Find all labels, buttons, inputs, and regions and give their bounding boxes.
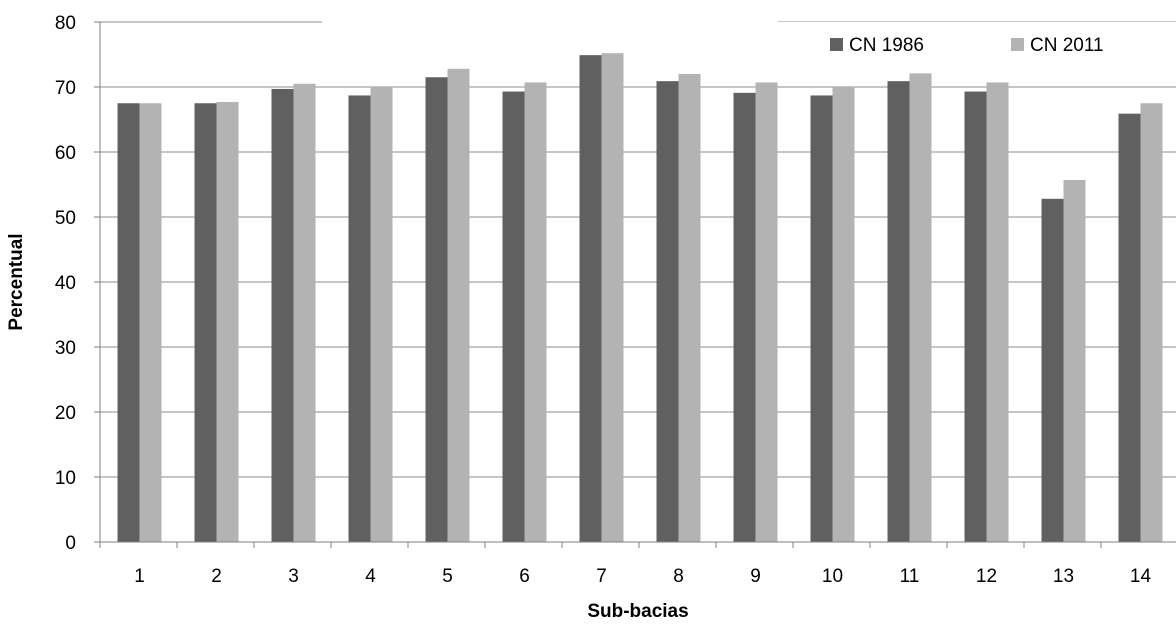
- x-tick-label: 2: [211, 566, 222, 587]
- bar-cn-2011-2: [216, 101, 239, 542]
- legend-label-cn-2011: CN 2011: [1030, 35, 1104, 56]
- y-tick-label: 50: [55, 208, 76, 229]
- x-tick-labels: 1 2 3 4 5 6 7 8 9 10 11 12 13 14: [134, 566, 1151, 587]
- legend-box-bg: [778, 22, 1176, 70]
- legend-label-cn-1986: CN 1986: [849, 35, 924, 56]
- bar-cn-2011-9: [755, 82, 778, 542]
- bar-cn-1986-10: [810, 95, 833, 542]
- bar-cn-1986-11: [887, 81, 910, 543]
- bar-cn-1986-9: [733, 92, 756, 542]
- bar-cn-2011-10: [832, 87, 855, 542]
- x-tick-label: 6: [519, 566, 530, 587]
- x-tick-label: 10: [822, 566, 843, 587]
- x-tick-label: 11: [900, 566, 920, 587]
- legend-swatch-cn-1986: [830, 38, 843, 51]
- y-tick-label: 20: [55, 403, 76, 424]
- y-tick-label: 60: [55, 143, 76, 164]
- legend-swatch-cn-2011: [1011, 38, 1024, 51]
- bar-cn-1986-5: [425, 77, 448, 542]
- bars: [117, 53, 1163, 543]
- bar-cn-2011-13: [1063, 179, 1086, 542]
- bar-cn-1986-6: [502, 91, 525, 543]
- bar-cn-1986-1: [117, 103, 140, 542]
- x-tick-label: 13: [1053, 566, 1074, 587]
- bar-cn-2011-6: [524, 82, 547, 542]
- x-tick-label: 3: [288, 566, 299, 587]
- bar-cn-2011-7: [601, 53, 624, 542]
- y-tick-label: 80: [55, 13, 76, 34]
- gridlines: [94, 21, 1176, 548]
- bar-cn-1986-2: [194, 103, 217, 542]
- x-tick-label: 9: [750, 566, 761, 587]
- bar-cn-1986-7: [579, 55, 602, 543]
- x-tick-label: 1: [134, 566, 145, 587]
- bar-cn-2011-14: [1140, 103, 1163, 542]
- y-tick-label: 0: [65, 533, 76, 554]
- x-tick-label: 4: [365, 566, 376, 587]
- axes: [99, 22, 1176, 543]
- y-tick-label: 40: [55, 273, 76, 294]
- y-axis-title: Percentual: [6, 233, 27, 330]
- bar-cn-2011-12: [986, 82, 1009, 542]
- y-tick-labels: 0 10 20 30 40 50 60 70 80: [55, 13, 76, 554]
- x-tick-label: 7: [596, 566, 607, 587]
- bar-cn-2011-1: [139, 103, 162, 542]
- legend: CN 1986 CN 2011: [778, 22, 1176, 70]
- bar-cn-1986-3: [271, 88, 294, 542]
- x-tick-label: 12: [976, 566, 997, 587]
- x-tick-label: 14: [1130, 566, 1152, 587]
- y-tick-label: 30: [55, 338, 76, 359]
- bar-cn-1986-4: [348, 95, 371, 542]
- y-tick-label: 70: [55, 78, 76, 99]
- bar-cn-2011-3: [293, 83, 316, 542]
- bar-cn-2011-5: [447, 68, 470, 543]
- bar-cn-1986-13: [1041, 198, 1064, 543]
- y-tick-label: 10: [55, 468, 76, 489]
- bar-cn-1986-12: [964, 91, 987, 543]
- bar-cn-2011-8: [678, 74, 701, 542]
- bar-cn-1986-14: [1118, 113, 1141, 543]
- bar-cn-2011-4: [370, 87, 393, 542]
- bar-cn-1986-8: [656, 81, 679, 543]
- bar-cn-2011-11: [909, 73, 932, 542]
- x-tick-label: 5: [442, 566, 453, 587]
- x-tick-label: 8: [673, 566, 684, 587]
- x-axis-title: Sub-bacias: [587, 601, 688, 622]
